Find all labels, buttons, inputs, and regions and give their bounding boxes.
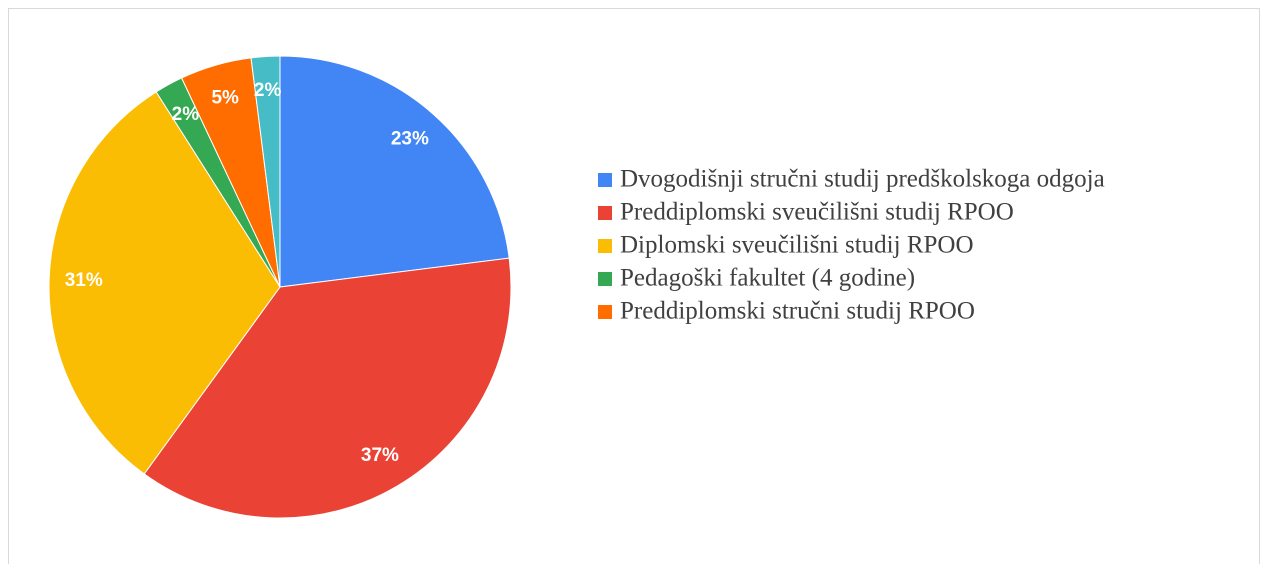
data-label: 31% xyxy=(65,270,103,291)
data-label: 5% xyxy=(211,87,239,108)
legend-label: Diplomski sveučilišni studij RPOO xyxy=(620,232,974,259)
legend-swatch xyxy=(598,206,612,220)
data-label: 2% xyxy=(254,80,282,101)
data-label: 2% xyxy=(172,104,200,125)
pie-slice xyxy=(250,55,281,288)
legend-swatch xyxy=(598,173,612,187)
legend-swatch xyxy=(598,305,612,319)
legend-swatch xyxy=(598,272,612,286)
legend-label: Preddiplomski sveučilišni studij RPOO xyxy=(620,199,1014,226)
data-label: 37% xyxy=(361,445,399,466)
legend-label: Dvogodišnji stručni studij predškolskoga… xyxy=(620,166,1105,193)
pie-slice xyxy=(48,91,281,475)
data-label: 23% xyxy=(391,129,429,150)
legend-swatch xyxy=(598,239,612,253)
legend-label: Pedagoški fakultet (4 godine) xyxy=(620,265,915,292)
pie-slice xyxy=(279,55,510,288)
pie-slice xyxy=(143,257,512,519)
legend-label: Preddiplomski stručni studij RPOO xyxy=(620,298,975,325)
